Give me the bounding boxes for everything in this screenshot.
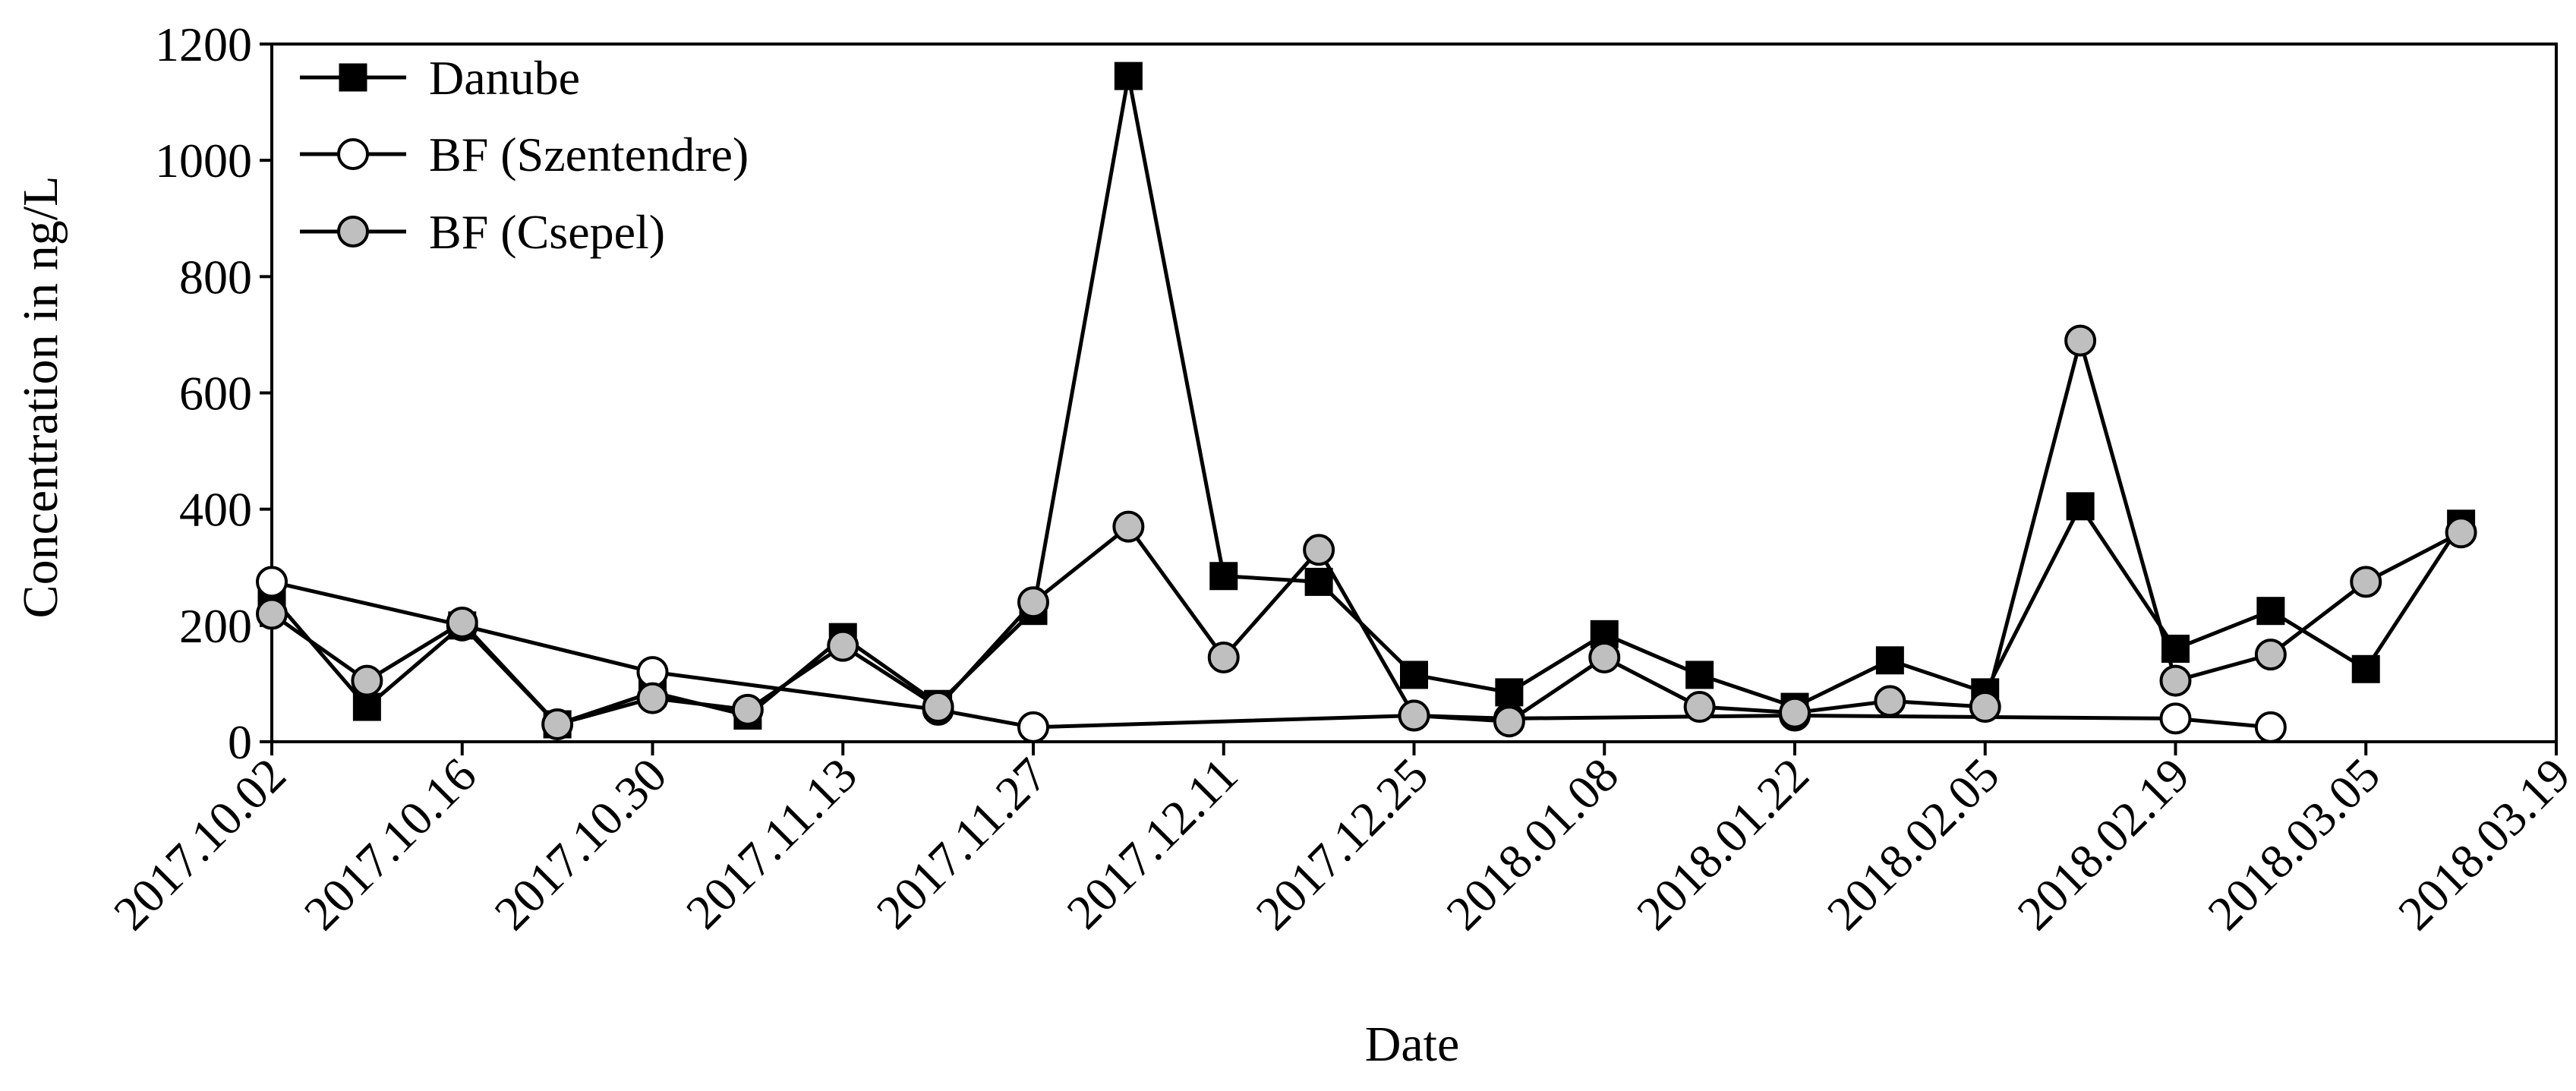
x-axis-title: Date [1365,1017,1460,1072]
x-tick-label: 2018.02.05 [1817,748,2010,941]
series-line [270,339,2462,727]
legend-item: BF (Csepel) [300,205,665,259]
data-point [1207,641,1240,673]
data-point [2256,597,2285,626]
y-axis-title: Concentration in ng/L [13,176,68,619]
data-point [2351,654,2380,683]
data-point [2064,324,2097,357]
y-tick-label: 0 [228,715,252,769]
data-point [2066,492,2095,521]
data-point [1114,61,1143,90]
y-tick-label: 600 [179,367,252,421]
data-point [256,598,288,630]
data-point [1304,567,1333,596]
legend-item: Danube [300,51,580,105]
x-tick-label: 2017.12.25 [1246,748,1439,941]
legend-label: BF (Szentendre) [429,128,749,181]
y-tick-label: 1000 [155,134,252,188]
x-tick-label: 2018.01.22 [1626,748,1819,941]
series-2 [256,324,2477,741]
x-tick-label: 2018.01.08 [1436,748,1629,941]
data-point [1209,562,1238,591]
data-point [636,656,669,689]
x-tick-label: 2018.02.19 [2007,748,2200,941]
legend-marker [337,138,369,170]
data-point [2159,664,2192,697]
data-point [352,692,381,721]
data-point [922,691,954,724]
legend: Danube BF (Szentendre) BF (Csepel) [300,51,749,259]
data-point [446,607,478,639]
x-tick-label: 2017.11.27 [866,748,1058,939]
legend-label: BF (Csepel) [429,205,665,259]
data-point [636,682,669,714]
data-point [1112,510,1145,543]
data-point [1685,661,1714,689]
data-point [541,708,574,741]
legend-label: Danube [429,51,580,105]
legend-item: BF (Szentendre) [300,128,749,181]
data-point [2254,639,2287,671]
legend-marker [339,63,367,92]
data-point [1874,685,1906,717]
data-point [1588,641,1621,673]
x-tick-label: 2017.12.11 [1056,748,1247,939]
y-tick-label: 400 [179,483,252,537]
data-point [351,664,383,697]
x-tick-label: 2018.03.05 [2197,748,2390,941]
data-point [1017,711,1049,743]
y-tick-label: 200 [179,599,252,653]
y-tick-label: 1200 [155,17,252,71]
y-tick-label: 800 [179,250,252,304]
legend-marker [337,216,369,248]
x-tick-label: 2018.03.19 [2388,748,2576,941]
data-point [731,693,764,726]
data-point [827,629,859,662]
data-point [1400,661,1428,689]
series-group [256,61,2477,743]
data-point [1303,534,1335,566]
data-point [1969,691,2001,724]
data-point [1495,678,1524,707]
x-tick-label: 2017.11.13 [676,748,867,939]
data-point [1398,699,1430,732]
x-tick-label: 2017.10.02 [103,748,296,941]
x-tick-label: 2017.10.16 [294,748,487,941]
data-point [2350,566,2382,598]
data-point [2159,702,2192,735]
data-point [1683,691,1716,724]
data-point [1875,646,1904,675]
x-tick-label: 2017.10.30 [484,748,677,941]
data-point [1779,696,1811,729]
data-point [1017,586,1049,619]
data-point [1493,705,1525,738]
data-point [2445,516,2477,549]
data-point [2254,711,2287,743]
data-point [256,566,288,598]
